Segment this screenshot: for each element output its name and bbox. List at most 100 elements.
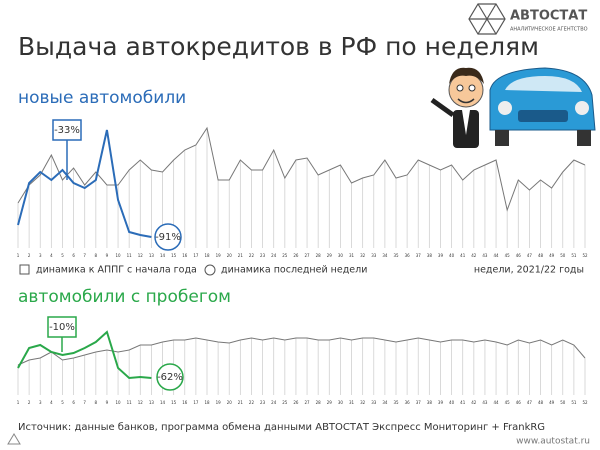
x-tick-label: 28: [316, 400, 322, 405]
x-tick-label: 34: [382, 253, 388, 258]
x-tick-label: 10: [116, 253, 122, 258]
logo-icon: [468, 3, 506, 35]
x-tick-label: 12: [138, 400, 144, 405]
x-tick-label: 41: [460, 253, 466, 258]
x-tick-label: 19: [216, 400, 222, 405]
x-tick-label: 23: [260, 400, 266, 405]
x-tick-label: 30: [338, 400, 344, 405]
x-tick-label: 11: [127, 400, 133, 405]
x-tick-label: 42: [471, 400, 477, 405]
x-tick-label: 44: [494, 400, 500, 405]
x-tick-label: 5: [61, 400, 64, 405]
x-tick-label: 3: [39, 400, 42, 405]
source: Источник: данные банков, программа обмен…: [18, 422, 545, 433]
x-tick-label: 16: [182, 400, 188, 405]
x-tick-label: 35: [393, 400, 399, 405]
x-tick-label: 18: [204, 400, 210, 405]
x-tick-label: 46: [516, 253, 522, 258]
annotation: -62%: [157, 372, 183, 383]
x-tick-label: 12: [138, 253, 144, 258]
x-tick-label: 38: [427, 400, 433, 405]
x-tick-label: 30: [338, 253, 344, 258]
legend-circle: [204, 264, 216, 276]
footer-icon: [7, 433, 21, 445]
x-tick-label: 9: [106, 253, 109, 258]
x-tick-label: 28: [316, 253, 322, 258]
x-tick-label: 42: [471, 253, 477, 258]
x-tick-label: 34: [382, 400, 388, 405]
x-tick-label: 6: [72, 253, 75, 258]
x-tick-label: 9: [106, 400, 109, 405]
x-tick-label: 33: [371, 253, 377, 258]
logo-name: АВТОСТАТ: [510, 9, 587, 24]
x-tick-label: 2: [28, 400, 31, 405]
x-tick-label: 21: [238, 400, 244, 405]
annotation-circle: [154, 223, 182, 251]
title: Выдача автокредитов в РФ по неделям: [18, 32, 539, 61]
x-tick-label: 24: [271, 400, 277, 405]
x-tick-label: 21: [238, 253, 244, 258]
x-tick-label: 51: [571, 400, 577, 405]
x-tick-label: 46: [516, 400, 522, 405]
x-tick-label: 27: [305, 253, 311, 258]
url: www.autostat.ru: [516, 437, 590, 447]
x-tick-label: 4: [50, 400, 53, 405]
x-tick-label: 24: [271, 253, 277, 258]
legend-item: динамика последней недели: [221, 265, 367, 276]
x-tick-label: 50: [560, 400, 566, 405]
x-tick-label: 15: [171, 253, 177, 258]
x-tick-label: 1: [17, 400, 20, 405]
x-tick-label: 47: [527, 400, 533, 405]
x-tick-label: 39: [438, 400, 444, 405]
x-tick-label: 11: [127, 253, 133, 258]
annotation: -10%: [49, 322, 75, 333]
x-tick-label: 6: [72, 400, 75, 405]
x-tick-label: 1: [17, 253, 20, 258]
x-tick-label: 49: [549, 400, 555, 405]
subtitle: новые автомобили: [18, 88, 186, 108]
x-tick-label: 45: [505, 400, 511, 405]
x-tick-label: 16: [182, 253, 188, 258]
x-tick-label: 50: [560, 253, 566, 258]
x-tick-label: 37: [416, 253, 422, 258]
x-tick-label: 52: [582, 400, 588, 405]
legend-item: динамика к АППГ с начала года: [36, 265, 197, 276]
logo-tagline: АНАЛИТИЧЕСКОЕ АГЕНТСТВО: [510, 27, 588, 33]
x-axis-label: недели, 2021/22 годы: [474, 265, 584, 276]
illustration: [430, 67, 596, 148]
x-tick-label: 22: [249, 253, 255, 258]
x-tick-label: 8: [95, 253, 98, 258]
x-tick-label: 47: [527, 253, 533, 258]
x-tick-label: 29: [327, 400, 333, 405]
x-tick-label: 7: [83, 400, 86, 405]
x-tick-label: 17: [193, 400, 199, 405]
x-tick-label: 13: [149, 400, 155, 405]
x-tick-label: 33: [371, 400, 377, 405]
subtitle: автомобили с пробегом: [18, 287, 231, 307]
x-tick-label: 14: [160, 400, 166, 405]
x-tick-label: 10: [116, 400, 122, 405]
x-tick-label: 36: [405, 400, 411, 405]
x-tick-label: 37: [416, 400, 422, 405]
x-tick-label: 31: [349, 400, 355, 405]
x-tick-label: 25: [282, 253, 288, 258]
x-tick-label: 43: [482, 400, 488, 405]
x-tick-label: 25: [282, 400, 288, 405]
x-tick-label: 32: [360, 253, 366, 258]
legend-square: [19, 264, 30, 275]
x-tick-label: 35: [393, 253, 399, 258]
x-tick-label: 4: [50, 253, 53, 258]
x-tick-label: 29: [327, 253, 333, 258]
annotation-box: [47, 316, 77, 338]
x-tick-label: 2: [28, 253, 31, 258]
annotation: -33%: [54, 125, 80, 136]
x-tick-label: 31: [349, 253, 355, 258]
x-tick-label: 51: [571, 253, 577, 258]
series-line: [17, 129, 152, 238]
x-tick-label: 41: [460, 400, 466, 405]
x-tick-label: 52: [582, 253, 588, 258]
series-line: [17, 337, 586, 366]
series-line: [17, 330, 152, 380]
x-tick-label: 39: [438, 253, 444, 258]
